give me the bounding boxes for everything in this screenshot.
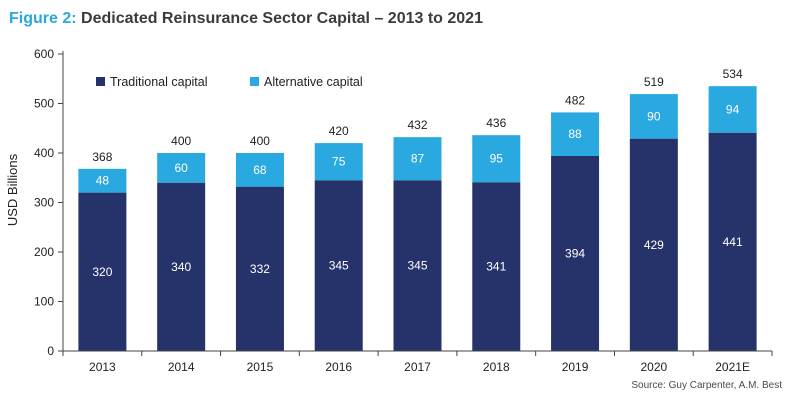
bar-traditional-2020 <box>629 138 678 351</box>
y-tick-label: 100 <box>34 295 54 309</box>
data-label-total: 482 <box>565 93 585 107</box>
data-label-traditional: 332 <box>250 262 270 276</box>
bar-alternative-2019 <box>551 112 600 156</box>
y-axis-label: USD Billions <box>5 153 20 226</box>
data-label-alternative: 48 <box>96 174 110 188</box>
chart-title: Figure 2: Dedicated Reinsurance Sector C… <box>9 10 483 28</box>
y-tick-label: 400 <box>34 146 54 160</box>
data-label-total: 420 <box>329 124 349 138</box>
legend-label-traditional: Traditional capital <box>110 75 208 89</box>
data-label-traditional: 429 <box>644 238 664 252</box>
x-tick-label: 2013 <box>89 360 116 374</box>
x-tick-label: 2018 <box>483 360 510 374</box>
data-label-traditional: 320 <box>92 265 112 279</box>
x-tick-label: 2021E <box>715 360 750 374</box>
bar-alternative-2015 <box>235 153 284 187</box>
data-label-total: 368 <box>92 150 112 164</box>
title-text: Dedicated Reinsurance Sector Capital – 2… <box>81 10 483 27</box>
bar-alternative-2013 <box>78 168 127 193</box>
data-label-total: 436 <box>486 116 506 130</box>
y-tick-label: 500 <box>34 97 54 111</box>
figure-label: Figure 2: <box>9 10 77 27</box>
legend-label-alternative: Alternative capital <box>264 75 363 89</box>
data-label-traditional: 345 <box>407 259 427 273</box>
bar-alternative-2016 <box>314 143 363 181</box>
bar-traditional-2017 <box>393 180 442 351</box>
data-label-alternative: 68 <box>253 163 267 177</box>
y-tick-label: 0 <box>47 344 54 358</box>
data-label-alternative: 88 <box>568 127 582 141</box>
x-tick-label: 2016 <box>325 360 352 374</box>
axes <box>62 51 772 352</box>
y-tick-label: 600 <box>34 47 54 61</box>
x-axis-ticks: 2013 2014 2015 2016 2017 2018 2019 2020 2021E <box>62 351 773 374</box>
data-label-alternative: 90 <box>647 109 661 123</box>
data-label-alternative: 95 <box>490 152 504 166</box>
data-label-total: 519 <box>644 75 664 89</box>
data-label-total: 534 <box>723 67 743 81</box>
bar-traditional-2016 <box>314 180 363 351</box>
data-label-total: 432 <box>407 118 427 132</box>
data-label-total: 400 <box>171 134 191 148</box>
y-tick-label: 200 <box>34 245 54 259</box>
x-tick-label: 2019 <box>562 360 589 374</box>
x-tick-label: 2014 <box>168 360 195 374</box>
bar-traditional-2018 <box>472 182 521 351</box>
data-label-traditional: 340 <box>171 260 191 274</box>
bar-traditional-2021E <box>708 132 757 351</box>
bar-traditional-2015 <box>235 186 284 351</box>
data-label-alternative: 94 <box>726 102 740 116</box>
y-axis-ticks: 0 100 200 300 400 500 600 <box>34 47 63 358</box>
bar-traditional-2019 <box>551 155 600 351</box>
bar-traditional-2014 <box>157 182 206 351</box>
legend: Traditional capital Alternative capital <box>96 75 363 89</box>
bar-alternative-2014 <box>157 153 206 183</box>
legend-swatch-traditional <box>96 77 105 86</box>
data-label-alternative: 75 <box>332 155 346 169</box>
x-tick-label: 2015 <box>247 360 274 374</box>
bars: 320 48 368 340 60 400 332 68 400 345 75 420 345 87 432… <box>78 67 757 351</box>
bar-traditional-2013 <box>78 192 127 351</box>
y-tick-label: 300 <box>34 196 54 210</box>
data-label-traditional: 394 <box>565 246 585 260</box>
bar-alternative-2021E <box>708 86 757 133</box>
data-label-traditional: 341 <box>486 260 506 274</box>
data-label-traditional: 345 <box>329 259 349 273</box>
data-label-alternative: 60 <box>174 161 188 175</box>
x-tick-label: 2017 <box>404 360 431 374</box>
data-label-total: 400 <box>250 134 270 148</box>
bar-alternative-2018 <box>472 135 521 183</box>
data-label-alternative: 87 <box>411 152 425 166</box>
source-note: Source: Guy Carpenter, A.M. Best <box>631 380 782 391</box>
bar-alternative-2020 <box>629 94 678 139</box>
data-label-traditional: 441 <box>723 235 743 249</box>
bar-alternative-2017 <box>393 137 442 181</box>
legend-swatch-alternative <box>250 77 259 86</box>
x-tick-label: 2020 <box>640 360 667 374</box>
